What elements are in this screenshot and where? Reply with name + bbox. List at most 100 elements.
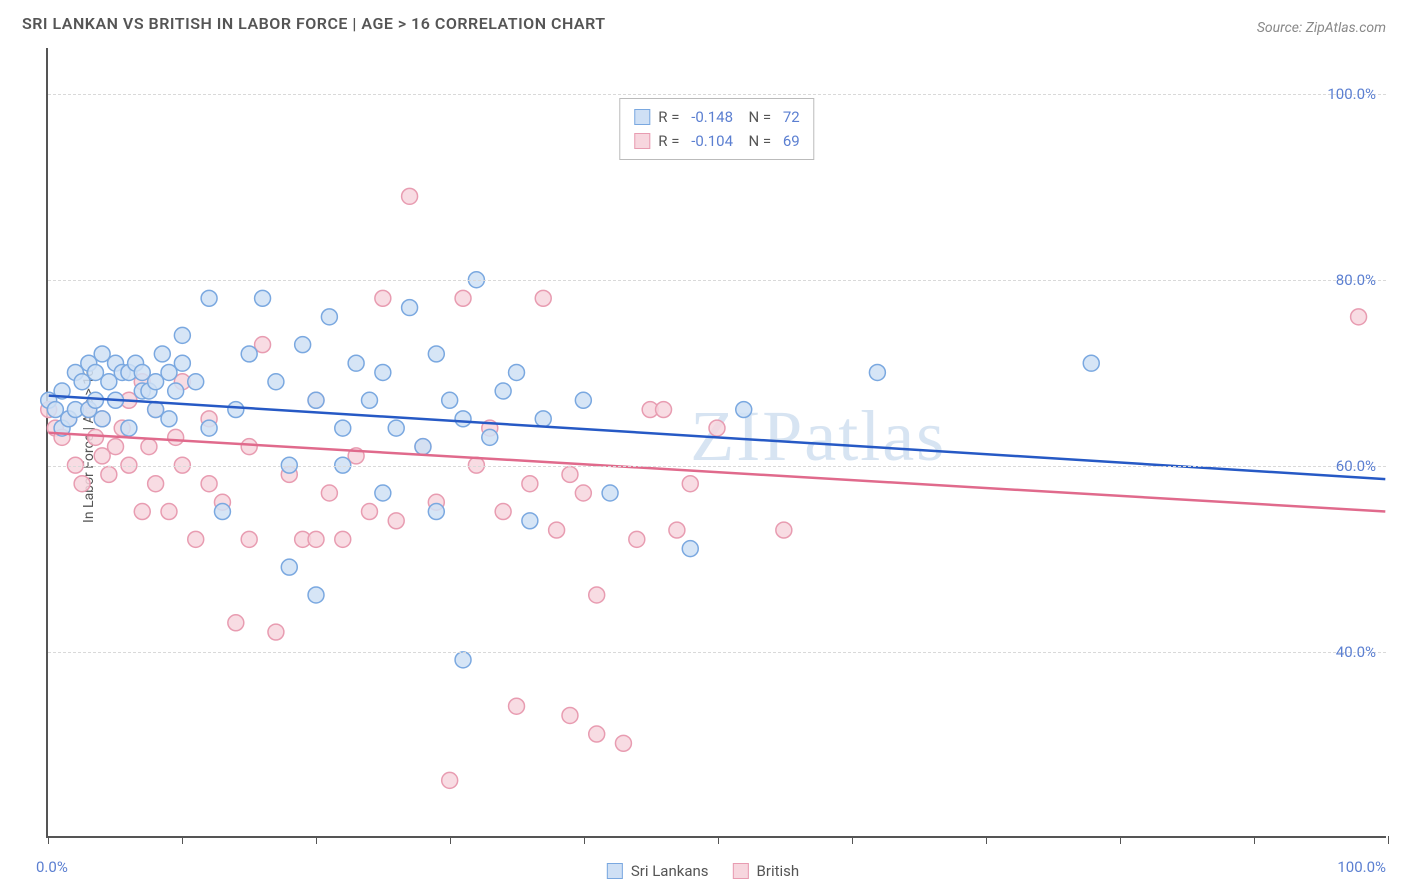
- data-point: [67, 457, 83, 473]
- data-point: [629, 531, 645, 547]
- data-point: [709, 420, 725, 436]
- data-point: [308, 531, 324, 547]
- grid-line: [48, 94, 1386, 95]
- legend-bottom: Sri Lankans British: [607, 862, 799, 880]
- data-point: [255, 290, 271, 306]
- data-point: [482, 429, 498, 445]
- x-tick: [48, 836, 49, 844]
- data-point: [375, 290, 391, 306]
- data-point: [589, 726, 605, 742]
- data-point: [335, 420, 351, 436]
- legend-bottom-label-0: Sri Lankans: [631, 862, 709, 880]
- data-point: [174, 457, 190, 473]
- data-point: [1083, 355, 1099, 371]
- legend-swatch-1: [634, 133, 650, 149]
- data-point: [241, 531, 257, 547]
- data-point: [321, 309, 337, 325]
- x-tick: [1254, 836, 1255, 844]
- data-point: [589, 587, 605, 603]
- data-point: [174, 355, 190, 371]
- data-point: [522, 513, 538, 529]
- data-point: [94, 411, 110, 427]
- data-point: [161, 504, 177, 520]
- x-tick: [852, 836, 853, 844]
- data-point: [442, 772, 458, 788]
- data-point: [121, 457, 137, 473]
- data-point: [74, 476, 90, 492]
- legend-n-1: 69: [783, 129, 800, 153]
- data-point: [188, 531, 204, 547]
- scatter-svg: [48, 48, 1386, 836]
- data-point: [549, 522, 565, 538]
- data-point: [241, 346, 257, 362]
- legend-r-0: -0.148: [691, 105, 733, 129]
- grid-line: [48, 466, 1386, 467]
- data-point: [174, 327, 190, 343]
- x-tick: [182, 836, 183, 844]
- data-point: [161, 411, 177, 427]
- source-attribution: Source: ZipAtlas.com: [1257, 20, 1386, 36]
- grid-line: [48, 652, 1386, 653]
- data-point: [268, 374, 284, 390]
- legend-r-1: -0.104: [691, 129, 733, 153]
- data-point: [615, 735, 631, 751]
- data-point: [108, 439, 124, 455]
- data-point: [321, 485, 337, 501]
- x-axis-end-label: 100.0%: [1337, 858, 1386, 876]
- data-point: [281, 457, 297, 473]
- legend-top: R = -0.148 N = 72 R = -0.104 N = 69: [619, 98, 814, 160]
- data-point: [134, 504, 150, 520]
- data-point: [869, 364, 885, 380]
- data-point: [154, 346, 170, 362]
- data-point: [402, 300, 418, 316]
- data-point: [228, 402, 244, 418]
- legend-bottom-label-1: British: [757, 862, 800, 880]
- y-tick-label: 40.0%: [1336, 643, 1376, 661]
- grid-line: [48, 280, 1386, 281]
- data-point: [415, 439, 431, 455]
- data-point: [268, 624, 284, 640]
- data-point: [736, 402, 752, 418]
- data-point: [535, 290, 551, 306]
- x-axis-start-label: 0.0%: [36, 858, 68, 876]
- legend-bottom-item-0: Sri Lankans: [607, 862, 709, 880]
- data-point: [241, 439, 257, 455]
- data-point: [201, 290, 217, 306]
- data-point: [348, 355, 364, 371]
- x-tick: [1120, 836, 1121, 844]
- data-point: [602, 485, 618, 501]
- data-point: [101, 466, 117, 482]
- data-point: [575, 392, 591, 408]
- data-point: [375, 485, 391, 501]
- data-point: [295, 337, 311, 353]
- data-point: [201, 476, 217, 492]
- legend-top-row-0: R = -0.148 N = 72: [634, 105, 799, 129]
- data-point: [168, 429, 184, 445]
- data-point: [509, 698, 525, 714]
- y-tick-label: 80.0%: [1336, 271, 1376, 289]
- data-point: [562, 708, 578, 724]
- data-point: [168, 383, 184, 399]
- data-point: [428, 504, 444, 520]
- data-point: [522, 476, 538, 492]
- legend-swatch-0: [634, 109, 650, 125]
- plot-area: ZIPatlas R = -0.148 N = 72 R = -0.104 N …: [46, 48, 1386, 838]
- data-point: [575, 485, 591, 501]
- data-point: [682, 476, 698, 492]
- data-point: [308, 392, 324, 408]
- data-point: [495, 383, 511, 399]
- x-tick: [1388, 836, 1389, 844]
- legend-bottom-item-1: British: [733, 862, 800, 880]
- x-tick: [450, 836, 451, 844]
- data-point: [669, 522, 685, 538]
- data-point: [509, 364, 525, 380]
- data-point: [562, 466, 578, 482]
- data-point: [402, 188, 418, 204]
- data-point: [455, 411, 471, 427]
- data-point: [1351, 309, 1367, 325]
- data-point: [141, 439, 157, 455]
- data-point: [121, 420, 137, 436]
- data-point: [201, 420, 217, 436]
- data-point: [281, 559, 297, 575]
- data-point: [468, 457, 484, 473]
